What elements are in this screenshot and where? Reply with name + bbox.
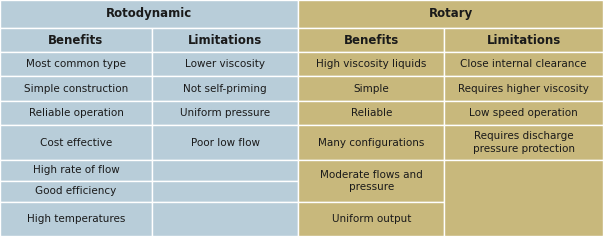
Text: Low speed operation: Low speed operation bbox=[469, 108, 578, 118]
Bar bbox=[444, 160, 603, 236]
Text: Benefits: Benefits bbox=[48, 34, 104, 46]
Text: Close internal clearance: Close internal clearance bbox=[461, 59, 587, 69]
Bar bbox=[0, 0, 298, 28]
Text: High temperatures: High temperatures bbox=[27, 214, 125, 224]
Bar bbox=[298, 125, 444, 160]
Text: Benefits: Benefits bbox=[344, 34, 399, 46]
Bar bbox=[0, 202, 152, 236]
Text: Limitations: Limitations bbox=[188, 34, 262, 46]
Text: Reliable: Reliable bbox=[351, 108, 392, 118]
Text: Rotary: Rotary bbox=[429, 7, 473, 21]
Bar bbox=[0, 181, 152, 202]
Text: Moderate flows and
pressure: Moderate flows and pressure bbox=[320, 170, 423, 192]
Bar bbox=[152, 101, 298, 125]
Text: Limitations: Limitations bbox=[487, 34, 561, 46]
Bar bbox=[152, 160, 298, 181]
Bar bbox=[444, 52, 603, 76]
Text: Uniform pressure: Uniform pressure bbox=[180, 108, 270, 118]
Text: Most common type: Most common type bbox=[26, 59, 126, 69]
Text: Many configurations: Many configurations bbox=[318, 138, 425, 148]
Bar bbox=[0, 160, 152, 181]
Bar bbox=[152, 52, 298, 76]
Text: Lower viscosity: Lower viscosity bbox=[185, 59, 265, 69]
Text: Uniform output: Uniform output bbox=[332, 214, 411, 224]
Text: Not self-priming: Not self-priming bbox=[183, 84, 267, 94]
Text: Poor low flow: Poor low flow bbox=[191, 138, 260, 148]
Text: Simple construction: Simple construction bbox=[24, 84, 128, 94]
Text: Requires discharge
pressure protection: Requires discharge pressure protection bbox=[473, 131, 575, 154]
Bar bbox=[298, 202, 444, 236]
Bar bbox=[0, 76, 152, 101]
Text: Cost effective: Cost effective bbox=[40, 138, 112, 148]
Bar bbox=[152, 125, 298, 160]
Text: Good efficiency: Good efficiency bbox=[36, 186, 116, 196]
Bar bbox=[0, 125, 152, 160]
Text: High viscosity liquids: High viscosity liquids bbox=[316, 59, 427, 69]
Bar bbox=[298, 28, 444, 52]
Bar bbox=[444, 28, 603, 52]
Bar bbox=[298, 76, 444, 101]
Bar bbox=[444, 125, 603, 160]
Text: Simple: Simple bbox=[353, 84, 390, 94]
Bar bbox=[444, 76, 603, 101]
Bar bbox=[152, 76, 298, 101]
Bar bbox=[298, 52, 444, 76]
Bar bbox=[0, 28, 152, 52]
Text: Reliable operation: Reliable operation bbox=[28, 108, 124, 118]
Text: Rotodynamic: Rotodynamic bbox=[106, 7, 192, 21]
Bar bbox=[152, 28, 298, 52]
Text: Requires higher viscosity: Requires higher viscosity bbox=[458, 84, 589, 94]
Bar bbox=[0, 101, 152, 125]
Bar bbox=[0, 52, 152, 76]
Bar bbox=[444, 101, 603, 125]
Bar bbox=[298, 0, 603, 28]
Bar bbox=[298, 160, 444, 202]
Text: High rate of flow: High rate of flow bbox=[33, 165, 119, 175]
Bar bbox=[152, 181, 298, 202]
Bar bbox=[152, 202, 298, 236]
Bar bbox=[298, 101, 444, 125]
